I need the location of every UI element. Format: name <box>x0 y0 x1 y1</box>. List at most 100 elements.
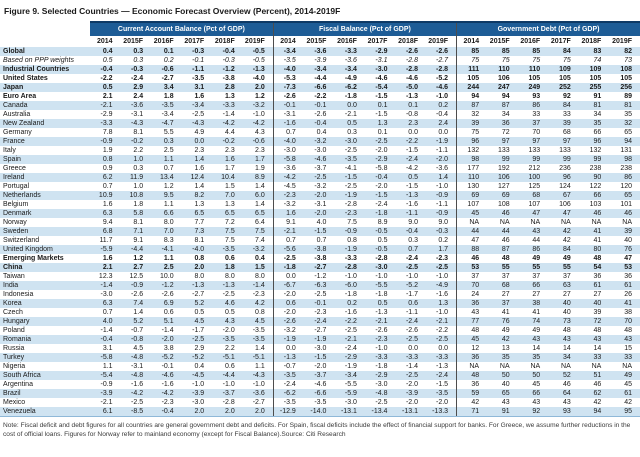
data-cell: 14 <box>517 344 549 353</box>
data-cell: -13.3 <box>426 407 457 417</box>
data-cell: 33 <box>517 110 549 119</box>
data-cell: -2.6 <box>151 290 182 299</box>
data-cell: 131 <box>609 146 640 155</box>
data-cell: -3.5 <box>212 335 243 344</box>
data-cell: -3.2 <box>303 182 335 191</box>
data-cell: 0.7 <box>90 182 121 191</box>
data-cell: 35 <box>609 110 640 119</box>
data-cell: 105 <box>548 74 579 83</box>
data-cell: 0.1 <box>364 101 396 110</box>
data-cell: 0.0 <box>334 101 365 110</box>
data-cell: -1.2 <box>151 281 182 290</box>
data-cell: -0.4 <box>364 173 396 182</box>
data-cell: 99 <box>517 155 549 164</box>
data-cell: 86 <box>517 101 549 110</box>
table-row: Poland -1.4 -0.7 -1.4 -1.7 -2.0 -3.5 -3.2 -2.7 -2… <box>0 326 640 335</box>
data-cell: 92 <box>548 92 579 101</box>
data-cell: 0.7 <box>395 245 427 254</box>
data-cell: 0.0 <box>395 344 427 353</box>
data-cell: 0.5 <box>181 308 213 317</box>
data-cell: 33 <box>578 353 610 362</box>
data-cell: -3.0 <box>181 398 213 407</box>
data-cell: 48 <box>609 326 640 335</box>
data-cell: -2.8 <box>334 263 365 272</box>
data-cell: 11.9 <box>120 173 152 182</box>
data-cell: 38 <box>517 299 549 308</box>
data-cell: -2.1 <box>90 101 121 110</box>
table-row: United States -2.2 -2.4 -2.7 -3.5 -3.8 -4.0 -5.… <box>0 74 640 83</box>
data-cell: NA <box>456 362 488 371</box>
data-cell: -2.0 <box>212 326 243 335</box>
data-cell: 76 <box>487 317 518 326</box>
data-cell: 111 <box>456 65 488 74</box>
data-cell: 48 <box>456 326 488 335</box>
data-cell: 48 <box>456 371 488 380</box>
year-header: 2017F <box>548 36 579 47</box>
data-cell: 108 <box>609 65 640 74</box>
data-cell: 91 <box>578 92 610 101</box>
data-cell: 86 <box>609 173 640 182</box>
data-cell: 42 <box>487 335 518 344</box>
data-cell: -2.7 <box>426 56 457 65</box>
data-cell: 1.4 <box>242 200 274 209</box>
table-row: Ireland 6.2 11.9 13.4 12.4 10.4 8.9 -4.2 -2.5 -1.… <box>0 173 640 182</box>
data-cell: -3.4 <box>272 47 304 56</box>
data-cell: 6.2 <box>90 173 121 182</box>
data-cell: -3.6 <box>242 389 274 398</box>
data-cell: 34 <box>487 110 518 119</box>
data-cell: 42 <box>609 398 640 407</box>
data-cell: -4.6 <box>303 380 335 389</box>
data-cell: 10.9 <box>90 191 121 200</box>
data-cell: -3.0 <box>364 263 396 272</box>
row-label: Hungary <box>0 317 90 326</box>
data-cell: 68 <box>548 128 579 137</box>
data-cell: 42 <box>548 236 579 245</box>
data-cell: 71 <box>456 407 488 417</box>
data-cell: -4.3 <box>120 119 152 128</box>
data-cell: -4.8 <box>120 371 152 380</box>
data-cell: -0.4 <box>426 110 457 119</box>
data-cell: 8.0 <box>181 272 213 281</box>
data-cell: -1.7 <box>395 290 427 299</box>
data-cell: 0.7 <box>151 164 182 173</box>
data-cell: -6.2 <box>272 389 304 398</box>
data-cell: 5.2 <box>181 299 213 308</box>
data-cell: 2.4 <box>426 119 457 128</box>
data-cell: -1.3 <box>426 362 457 371</box>
data-cell: -0.9 <box>426 209 457 218</box>
data-cell: 0.1 <box>151 47 182 56</box>
data-cell: -1.5 <box>303 227 335 236</box>
data-cell: 8.9 <box>242 173 274 182</box>
data-cell: 0.8 <box>242 308 274 317</box>
data-cell: 249 <box>517 83 549 92</box>
data-cell: 105 <box>609 74 640 83</box>
data-cell: 0.1 <box>364 128 396 137</box>
data-cell: 1.5 <box>242 263 274 272</box>
data-cell: NA <box>487 362 518 371</box>
data-cell: -2.4 <box>395 155 427 164</box>
data-cell: -3.5 <box>181 74 213 83</box>
data-cell: 35 <box>578 119 610 128</box>
table-row: Sweden 6.8 7.1 7.0 7.3 7.5 7.5 -2.1 -1.5 -0.9 -0.5… <box>0 227 640 236</box>
data-cell: 73 <box>609 56 640 65</box>
data-cell: 75 <box>548 56 579 65</box>
data-cell: 54 <box>578 263 610 272</box>
data-cell: 6.4 <box>242 218 274 227</box>
data-cell: 3.1 <box>181 83 213 92</box>
data-cell: -0.9 <box>90 380 121 389</box>
data-cell: 12.5 <box>120 272 152 281</box>
data-cell: -3.2 <box>272 326 304 335</box>
data-cell: -1.5 <box>364 92 396 101</box>
table-body: Global 0.4 0.3 0.1 -0.3 -0.4 -0.5 -3.4 -3.6 -3.3-… <box>0 47 640 417</box>
data-cell: -3.0 <box>303 344 335 353</box>
year-header: 2014 <box>90 36 121 47</box>
data-cell: 3.8 <box>151 344 182 353</box>
data-cell: 0.1 <box>395 101 427 110</box>
data-cell: -5.2 <box>151 353 182 362</box>
data-cell: 66 <box>578 128 610 137</box>
data-cell: -3.5 <box>272 371 304 380</box>
data-cell: -2.5 <box>364 137 396 146</box>
data-cell: -1.1 <box>395 209 427 218</box>
data-cell: -1.0 <box>395 272 427 281</box>
data-cell: 1.7 <box>242 155 274 164</box>
